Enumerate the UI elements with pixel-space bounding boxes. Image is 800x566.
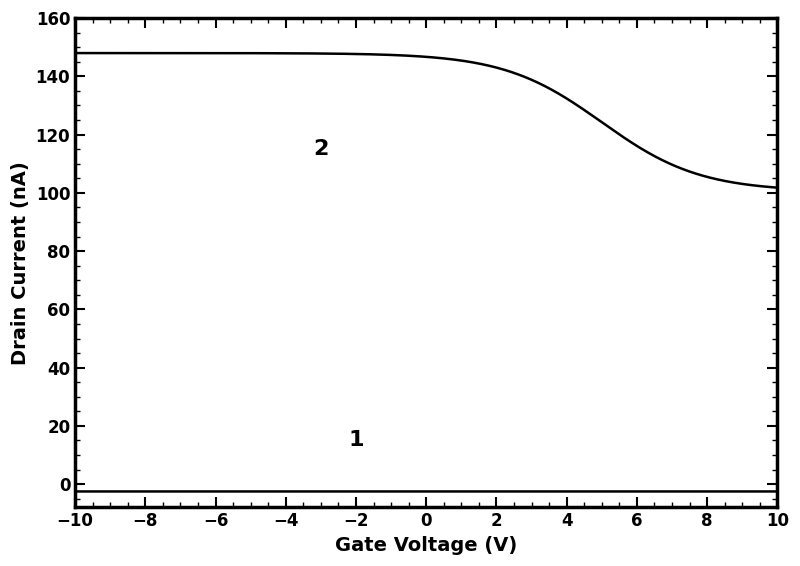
Text: 1: 1 <box>348 431 364 451</box>
Text: 2: 2 <box>314 139 329 159</box>
X-axis label: Gate Voltage (V): Gate Voltage (V) <box>335 536 518 555</box>
Y-axis label: Drain Current (nA): Drain Current (nA) <box>11 161 30 365</box>
